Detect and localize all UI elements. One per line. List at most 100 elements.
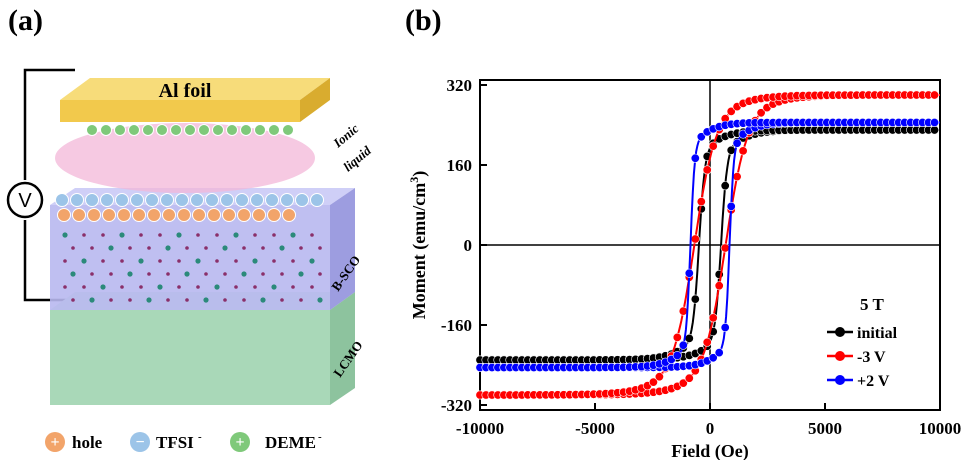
deme-legend-label: DEME bbox=[265, 433, 316, 452]
substrate-front-face bbox=[50, 310, 330, 405]
deme-ion bbox=[170, 124, 182, 136]
tfsi-ion bbox=[115, 193, 129, 207]
hole-carrier bbox=[132, 208, 146, 222]
deme-ion bbox=[86, 124, 98, 136]
hole-carrier bbox=[237, 208, 251, 222]
tfsi-ion bbox=[70, 193, 84, 207]
lattice-atom bbox=[280, 298, 284, 302]
foil-side-face bbox=[300, 78, 330, 122]
lattice-atom bbox=[252, 258, 258, 264]
legend-entry-label: +2 V bbox=[857, 373, 890, 390]
hole-carrier bbox=[192, 208, 206, 222]
lattice-atom bbox=[241, 271, 247, 277]
series-point bbox=[929, 117, 939, 127]
tfsi-legend-symbol: − bbox=[135, 434, 144, 451]
lattice-atom bbox=[82, 285, 86, 289]
lattice-atom bbox=[299, 298, 303, 302]
hole-carrier bbox=[207, 208, 221, 222]
axis-ticks: -10000 -5000 0 5000 10000 -320 -160 0 160 320 bbox=[441, 76, 961, 438]
chart-legend: 5 T initial -3 V +2 V bbox=[827, 295, 898, 390]
lattice-atom bbox=[166, 298, 170, 302]
schematic-legend: + hole − TFSI - + DEME - bbox=[45, 431, 322, 452]
lattice-atom bbox=[242, 246, 246, 250]
y-tick-label: -320 bbox=[441, 396, 472, 415]
series-point bbox=[678, 378, 688, 388]
lattice-atom bbox=[120, 285, 124, 289]
lattice-atom bbox=[234, 285, 238, 289]
lattice-atom bbox=[90, 272, 94, 276]
series-point bbox=[720, 181, 730, 191]
lattice-atom bbox=[120, 259, 124, 263]
lattice-atom bbox=[204, 272, 208, 276]
tfsi-ion bbox=[235, 193, 249, 207]
device-schematic: V LCMO B-SCO Ionic liquid Al foil + hole… bbox=[6, 68, 374, 452]
ion-rows bbox=[55, 124, 324, 222]
deme-ion bbox=[198, 124, 210, 136]
lattice-atom bbox=[89, 297, 95, 303]
series-point bbox=[708, 141, 718, 151]
tfsi-legend-label: TFSI bbox=[156, 433, 194, 452]
tfsi-ion bbox=[130, 193, 144, 207]
deme-ion bbox=[226, 124, 238, 136]
series-point bbox=[708, 313, 718, 323]
lattice-atom bbox=[147, 272, 151, 276]
lattice-atom bbox=[109, 298, 113, 302]
lattice-atom bbox=[128, 246, 132, 250]
series-point bbox=[714, 281, 724, 291]
legend-entry-label: initial bbox=[857, 325, 898, 342]
series-point bbox=[726, 201, 736, 211]
series-point bbox=[690, 234, 700, 244]
series-point bbox=[929, 90, 939, 100]
series-point bbox=[648, 377, 658, 387]
hole-carrier bbox=[162, 208, 176, 222]
lattice-atom bbox=[271, 284, 277, 290]
series-point bbox=[702, 165, 712, 175]
lattice-atom bbox=[176, 232, 182, 238]
series-point bbox=[684, 373, 694, 383]
lattice-atom bbox=[253, 285, 257, 289]
lattice-atom bbox=[222, 245, 228, 251]
lattice-atom bbox=[138, 258, 144, 264]
lattice-atom bbox=[310, 233, 314, 237]
circuit-wire-top bbox=[23, 68, 75, 180]
legend-swatch-marker bbox=[835, 327, 845, 337]
deme-ion bbox=[100, 124, 112, 136]
lattice-atom bbox=[71, 246, 75, 250]
series-point bbox=[678, 340, 688, 350]
lattice-atom bbox=[196, 285, 200, 289]
foil-front-face bbox=[60, 100, 300, 122]
hole-carrier bbox=[177, 208, 191, 222]
legend-entry-label: -3 V bbox=[857, 349, 886, 366]
y-axis-label-group: Moment (emu/cm3) bbox=[407, 171, 430, 319]
series-point bbox=[696, 132, 706, 142]
x-tick-label: 0 bbox=[706, 419, 715, 438]
substrate-side-face bbox=[330, 292, 355, 405]
film-side-face bbox=[330, 188, 355, 310]
lattice-atom bbox=[166, 272, 170, 276]
lattice-atom bbox=[298, 271, 304, 277]
lattice-atom bbox=[185, 298, 189, 302]
tfsi-ion bbox=[220, 193, 234, 207]
lattice-atom bbox=[70, 271, 76, 277]
lattice-atom bbox=[290, 232, 296, 238]
tfsi-legend-icon bbox=[130, 432, 150, 452]
deme-legend-symbol: + bbox=[235, 434, 244, 451]
deme-ion bbox=[268, 124, 280, 136]
lattice-atom bbox=[63, 259, 67, 263]
series-point bbox=[732, 138, 742, 148]
lattice-atom bbox=[177, 259, 181, 263]
series-point bbox=[684, 268, 694, 278]
deme-legend-superscript: - bbox=[318, 431, 322, 443]
series-point bbox=[690, 153, 700, 163]
lattice-atom bbox=[261, 246, 265, 250]
lattice-atom bbox=[100, 284, 106, 290]
lattice-atom bbox=[279, 245, 285, 251]
hole-carrier bbox=[72, 208, 86, 222]
x-tick-label: -10000 bbox=[456, 419, 504, 438]
lattice-atom bbox=[139, 233, 143, 237]
tfsi-ion bbox=[100, 193, 114, 207]
deme-ion bbox=[156, 124, 168, 136]
data-curves bbox=[475, 90, 940, 400]
lattice-atom bbox=[272, 233, 276, 237]
ionic-liquid-blob bbox=[55, 123, 315, 193]
